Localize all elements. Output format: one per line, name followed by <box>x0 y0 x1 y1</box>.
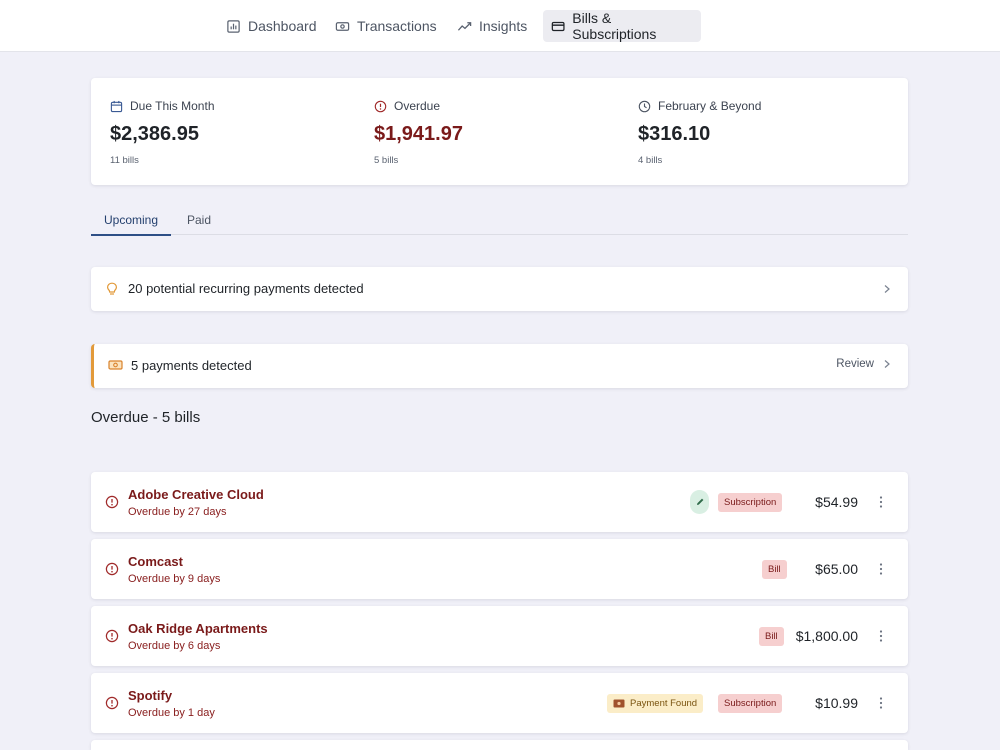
bill-status: Overdue by 9 days <box>128 573 221 585</box>
payments-banner-text: 5 payments detected <box>131 358 252 373</box>
trend-icon <box>457 21 472 31</box>
calendar-icon <box>110 100 123 112</box>
more-vertical-icon[interactable] <box>874 561 888 577</box>
bill-row[interactable]: Spotify Overdue by 1 day Payment Found S… <box>91 673 908 733</box>
chevron-right-icon <box>884 285 890 293</box>
bill-amount: $54.99 <box>815 494 858 510</box>
bill-name: Adobe Creative Cloud <box>128 487 264 502</box>
bills-tabs: Upcoming Paid <box>91 205 908 236</box>
stat-overdue-label-row: Overdue <box>374 99 440 113</box>
bar-chart-icon <box>227 19 240 33</box>
lightbulb-icon <box>106 282 118 295</box>
recurring-payments-banner[interactable]: 20 potential recurring payments detected <box>91 267 908 311</box>
money-icon <box>613 699 625 708</box>
stat-due-count: 11 bills <box>110 155 139 166</box>
bill-name: Comcast <box>128 554 183 569</box>
stat-overdue-label: Overdue <box>394 99 441 113</box>
edit-button[interactable] <box>690 490 709 514</box>
stat-overdue-count: 5 bills <box>374 155 399 166</box>
nav-dashboard[interactable]: Dashboard <box>218 10 325 42</box>
type-badge: Bill <box>762 560 787 579</box>
bill-status: Overdue by 1 day <box>128 707 215 719</box>
clock-icon <box>638 100 651 112</box>
nav-bills-subscriptions[interactable]: Bills & Subscriptions <box>543 10 701 42</box>
tab-paid[interactable]: Paid <box>186 213 212 227</box>
more-vertical-icon[interactable] <box>874 494 888 510</box>
alert-circle-icon <box>105 696 119 710</box>
overdue-section-title: Overdue - 5 bills <box>91 409 201 426</box>
nav-transactions[interactable]: Transactions <box>327 10 445 42</box>
stat-feb-label: February & Beyond <box>658 99 762 113</box>
bill-row-partial <box>91 740 908 750</box>
tab-upcoming[interactable]: Upcoming <box>91 205 171 236</box>
bill-name: Spotify <box>128 688 173 703</box>
bill-name: Oak Ridge Apartments <box>128 621 268 636</box>
bill-amount: $10.99 <box>815 695 858 711</box>
payments-detected-banner: 5 payments detected Review <box>91 344 908 388</box>
alert-circle-icon <box>105 562 119 576</box>
stat-due-label: Due This Month <box>130 99 215 113</box>
nav-insights[interactable]: Insights <box>449 10 535 42</box>
bill-amount: $65.00 <box>815 561 858 577</box>
credit-card-icon <box>551 21 565 31</box>
stat-feb-amount: $316.10 <box>638 123 711 145</box>
bill-status: Overdue by 6 days <box>128 640 221 652</box>
banknote-icon <box>335 21 350 31</box>
chevron-right-icon <box>884 360 890 368</box>
more-vertical-icon[interactable] <box>874 695 888 711</box>
review-label: Review <box>836 358 874 370</box>
more-vertical-icon[interactable] <box>874 628 888 644</box>
type-badge: Subscription <box>718 493 783 512</box>
top-nav: Dashboard Transactions Insights Bills & … <box>0 0 1000 52</box>
review-button[interactable]: Review <box>836 358 892 370</box>
stat-feb-label-row: February & Beyond <box>638 99 761 113</box>
bill-amount: $1,800.00 <box>795 628 858 644</box>
payment-found-label: Payment Found <box>630 698 698 709</box>
bill-row[interactable]: Adobe Creative Cloud Overdue by 27 days … <box>91 472 908 532</box>
alert-circle-icon <box>105 629 119 643</box>
pencil-icon <box>696 498 703 505</box>
nav-insights-label: Insights <box>479 18 528 34</box>
money-icon <box>108 360 123 370</box>
nav-transactions-label: Transactions <box>357 18 437 34</box>
nav-dashboard-label: Dashboard <box>248 18 317 34</box>
stat-overdue-amount: $1,941.97 <box>374 123 463 145</box>
nav-bills-label: Bills & Subscriptions <box>572 10 657 42</box>
summary-card: Due This Month $2,386.95 11 bills Overdu… <box>91 78 908 185</box>
stat-due-label-row: Due This Month <box>110 99 215 113</box>
recurring-banner-text: 20 potential recurring payments detected <box>128 281 364 296</box>
type-badge: Bill <box>759 627 784 646</box>
bill-status: Overdue by 27 days <box>128 506 227 518</box>
stat-due-amount: $2,386.95 <box>110 123 199 145</box>
alert-circle-icon <box>105 495 119 509</box>
payment-found-badge[interactable]: Payment Found <box>607 694 704 713</box>
alert-circle-icon <box>374 100 387 112</box>
stat-feb-count: 4 bills <box>638 155 663 166</box>
type-badge: Subscription <box>718 694 783 713</box>
bill-row[interactable]: Comcast Overdue by 9 days Bill $65.00 <box>91 539 908 599</box>
bill-row[interactable]: Oak Ridge Apartments Overdue by 6 days B… <box>91 606 908 666</box>
